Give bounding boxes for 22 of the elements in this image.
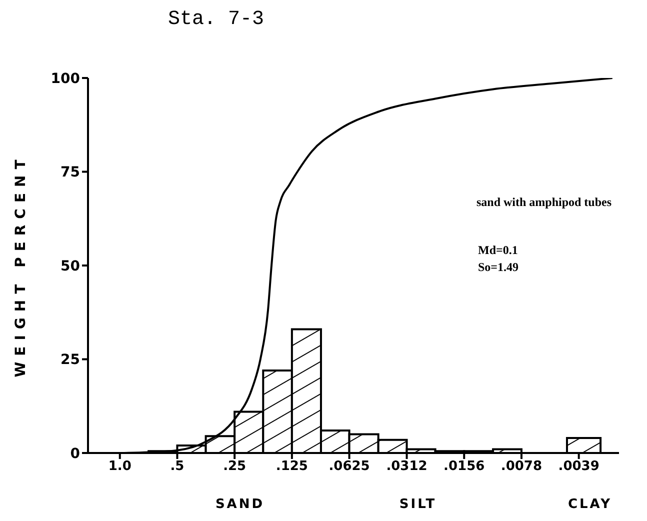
annotation: sand with amphipod tubes [476,195,612,209]
y-axis-title: WEIGHT PERCENT [12,154,29,378]
annotation: So=1.49 [478,260,519,274]
x-tick-label: 1.0 [108,459,132,474]
y-tick-label: 100 [50,70,80,87]
x-tick-label: .5 [170,459,184,474]
text: SAND [215,497,265,512]
x-tick-label: .25 [223,459,246,474]
y-tick-label: 50 [60,258,80,274]
x-tick-label: .0156 [444,459,485,474]
x-tick-label: .0625 [328,459,370,474]
annotation: Md=0.1 [478,243,518,257]
text: SILT [399,497,437,512]
y-tick-label: 25 [60,352,80,368]
y-tick-label: 0 [70,446,80,462]
x-tick-label: .0312 [386,459,428,474]
x-tick-label: .0078 [500,459,542,474]
chart-title: Sta. 7-3 [168,8,264,31]
x-tick-label: .0039 [558,459,600,474]
text: CLAY [568,497,612,512]
x-tick-label: .125 [276,459,308,474]
y-tick-label: 75 [60,164,80,181]
